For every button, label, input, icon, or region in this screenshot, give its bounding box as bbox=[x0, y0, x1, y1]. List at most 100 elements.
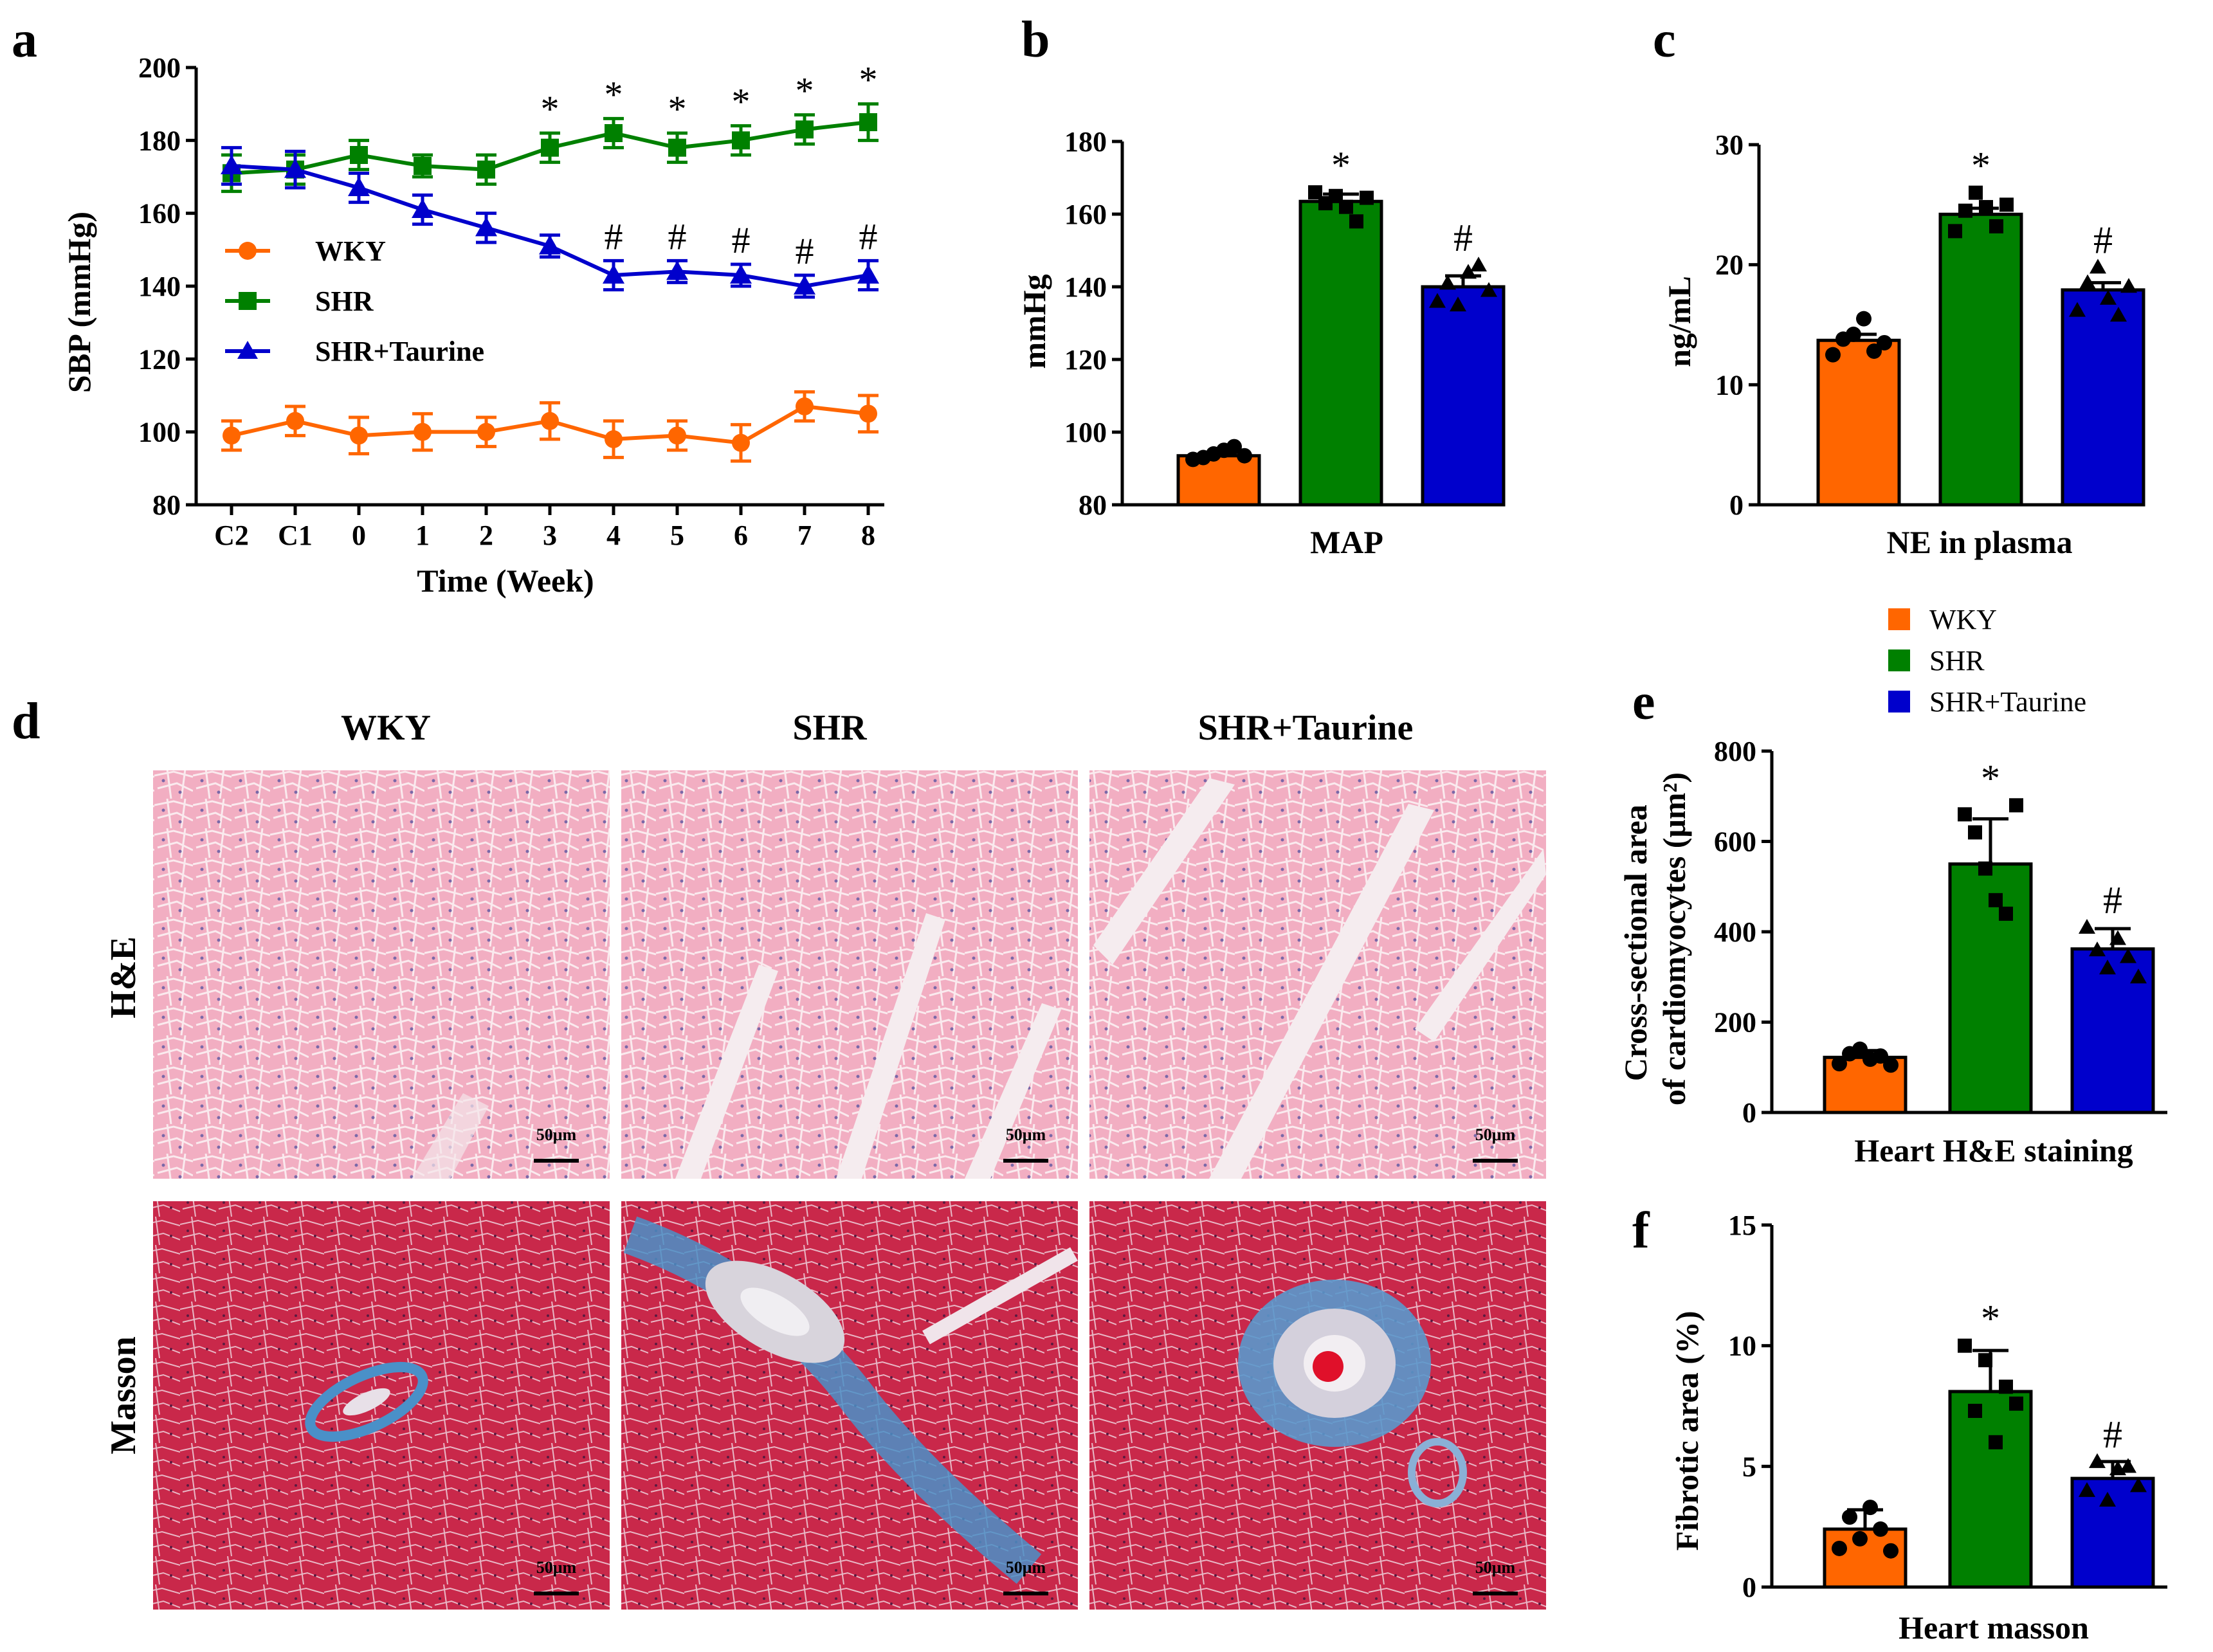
chart-e-significance: * bbox=[1981, 757, 2000, 799]
chart-f-dot bbox=[1873, 1521, 1888, 1537]
he-wky-scale: 50μm bbox=[536, 1125, 577, 1144]
point-taurine bbox=[603, 264, 624, 284]
chart-e-dot bbox=[1873, 1048, 1888, 1064]
he-image-shr: 50μm bbox=[621, 770, 1078, 1179]
chart-f-dot bbox=[1832, 1540, 1847, 1556]
chart-a-xtick-label: 8 bbox=[861, 520, 875, 551]
histology-col-shr: SHR bbox=[792, 708, 867, 748]
masson-wky-scale: 50μm bbox=[536, 1558, 577, 1577]
chart-b-dot bbox=[1360, 190, 1374, 205]
point-taurine bbox=[730, 264, 752, 284]
chart-f-dot bbox=[2099, 1491, 2116, 1507]
point-taurine bbox=[539, 235, 561, 255]
point-wky bbox=[732, 433, 750, 452]
he-image-wky: 50μm bbox=[153, 770, 610, 1179]
chart-e-dot bbox=[1989, 893, 2003, 907]
chart-f-ytick-label: 5 bbox=[1742, 1451, 1756, 1482]
chart-e-dot bbox=[2109, 930, 2126, 945]
chart-b-xlabel: MAP bbox=[1310, 524, 1383, 560]
chart-b-dot bbox=[1429, 293, 1446, 308]
point-wky bbox=[414, 422, 432, 441]
chart-b-dot bbox=[1349, 214, 1363, 229]
chart-c-ytick-label: 20 bbox=[1715, 250, 1744, 281]
chart-b-ytick-label: 80 bbox=[1079, 489, 1107, 521]
chart-a-ytick-label: 120 bbox=[138, 343, 181, 375]
chart-c-dot bbox=[1877, 335, 1892, 350]
panel-letter-a: a bbox=[12, 12, 37, 68]
chart-f-dot bbox=[1852, 1530, 1868, 1547]
he-image-taurine: 50μm bbox=[1089, 770, 1546, 1179]
masson-image-taurine: 50μm bbox=[1089, 1201, 1546, 1610]
chart-f-dot bbox=[1968, 1404, 1982, 1419]
chart-c-dot bbox=[2110, 307, 2127, 322]
chart-b-ytick-label: 140 bbox=[1064, 271, 1107, 303]
chart-b-ytick-label: 160 bbox=[1064, 199, 1107, 230]
chart-e-ytick-label: 400 bbox=[1714, 916, 1756, 948]
legend-wky-label: WKY bbox=[315, 235, 386, 267]
chart-b-dot bbox=[1308, 185, 1322, 200]
chart-a-ytick-label: 100 bbox=[138, 417, 181, 448]
point-wky bbox=[668, 426, 686, 445]
chart-c-dot bbox=[2069, 302, 2086, 317]
significance-shr: * bbox=[541, 88, 560, 130]
chart-b-dot bbox=[1460, 264, 1477, 279]
chart-e-dot bbox=[1883, 1057, 1899, 1073]
panel-letter-e: e bbox=[1632, 674, 1655, 731]
significance-taurine: # bbox=[796, 230, 814, 272]
chart-a-ytick-label: 160 bbox=[138, 198, 181, 230]
point-shr bbox=[668, 138, 686, 157]
chart-e-ytick-label: 200 bbox=[1714, 1007, 1756, 1039]
point-wky bbox=[477, 422, 495, 441]
legend-bar-wky-label: WKY bbox=[1929, 604, 1997, 635]
chart-e-xlabel: Heart H&E staining bbox=[1854, 1132, 2133, 1168]
point-shr bbox=[350, 146, 368, 164]
chart-e-ylabel: Cross-sectional area of cardiomyocytes (… bbox=[1617, 772, 1692, 1105]
chart-a-xtick-label: C1 bbox=[278, 520, 313, 551]
chart-c-bar-2 bbox=[2061, 288, 2145, 507]
point-taurine bbox=[666, 260, 688, 280]
chart-a-xlabel: Time (Week) bbox=[417, 563, 594, 599]
point-wky bbox=[223, 426, 241, 445]
panel-letter-f: f bbox=[1632, 1203, 1650, 1259]
point-shr bbox=[477, 160, 495, 179]
chart-f-dot bbox=[2120, 1458, 2136, 1473]
chart-f-ylabel: Fibrotic area (%) bbox=[1669, 1311, 1705, 1550]
chart-b-marks: *# bbox=[1176, 144, 1506, 507]
chart-c-ylabel: ng/mL bbox=[1661, 276, 1697, 367]
chart-b-ytick-label: 100 bbox=[1064, 417, 1107, 448]
masson-taurine-scale: 50μm bbox=[1475, 1558, 1516, 1577]
significance-shr: * bbox=[605, 73, 623, 115]
panel-letter-c: c bbox=[1653, 12, 1676, 68]
legend-bar-taurine-label: SHR+Taurine bbox=[1929, 686, 2086, 718]
legend-taurine: SHR+Taurine bbox=[225, 336, 484, 367]
point-wky bbox=[541, 412, 559, 430]
chart-e-ylabel-line2: of cardiomyocytes (μm²) bbox=[1656, 772, 1692, 1105]
legend-wky: WKY bbox=[225, 235, 386, 267]
chart-b-dot bbox=[1237, 448, 1252, 464]
chart-f-bar-1 bbox=[1948, 1390, 2033, 1589]
point-wky bbox=[796, 397, 814, 415]
significance-taurine: # bbox=[668, 215, 687, 257]
chart-f-dot bbox=[1883, 1543, 1899, 1559]
chart-e-dot bbox=[2079, 918, 2095, 934]
chart-c-bar-1 bbox=[1938, 212, 2023, 507]
chart-a-ytick-label: 200 bbox=[138, 52, 181, 84]
chart-c-ytick-label: 10 bbox=[1715, 369, 1744, 401]
chart-e-significance: # bbox=[2103, 879, 2122, 921]
chart-b-dot bbox=[1450, 296, 1466, 312]
legend-bar-wky: WKY bbox=[1888, 604, 1997, 635]
chart-c-dot bbox=[1958, 203, 1972, 218]
chart-e-ytick-label: 800 bbox=[1714, 736, 1756, 767]
point-shr bbox=[796, 120, 814, 139]
legend-shr: SHR bbox=[225, 286, 374, 317]
chart-c-significance: # bbox=[2093, 219, 2113, 261]
chart-a-xtick-label: 0 bbox=[352, 520, 366, 551]
chart-a-ytick-label: 140 bbox=[138, 271, 181, 302]
point-wky bbox=[605, 430, 623, 448]
chart-b-significance: * bbox=[1331, 144, 1351, 186]
chart-b-ytick-label: 180 bbox=[1064, 126, 1107, 158]
